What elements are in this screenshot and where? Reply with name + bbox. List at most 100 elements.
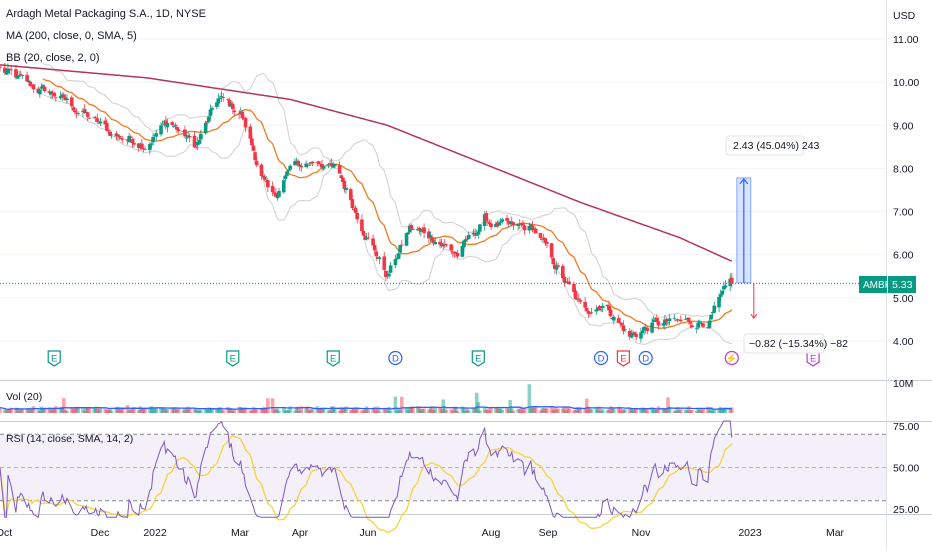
candle-body (184, 137, 189, 139)
volume-bar (474, 392, 479, 413)
volume-bar (361, 410, 366, 413)
rsi-tick-label: 25.00 (893, 504, 919, 516)
candle-body (28, 81, 33, 86)
candle-body (398, 245, 402, 253)
volume-bar (92, 408, 96, 413)
volume-bar (97, 409, 101, 413)
volume-bar (36, 410, 41, 413)
volume-bar (722, 408, 726, 413)
volume-bar (152, 408, 157, 413)
volume-bar (441, 399, 446, 413)
volume-bar (430, 406, 434, 413)
volume-bar (25, 408, 29, 413)
volume-bar (148, 407, 152, 413)
event-circle (593, 350, 609, 366)
candle-body (474, 233, 479, 236)
candle-body (594, 309, 599, 312)
volume-bar (26, 407, 31, 413)
volume-bar (103, 408, 108, 413)
volume-bar (283, 410, 288, 413)
measure-down-box[interactable]: −0.82 (−15.34%) −82 (743, 333, 848, 354)
volume-bar (63, 409, 68, 413)
volume-bar (93, 406, 98, 413)
candle-body (576, 298, 581, 300)
volume-bar (597, 406, 602, 413)
bb-legend[interactable]: BB (20, close, 2, 0) (6, 52, 100, 64)
candle-body (219, 96, 224, 98)
candle-body (221, 97, 226, 98)
candle-body (149, 143, 154, 145)
volume-bar (352, 407, 356, 413)
volume-bar (495, 407, 500, 413)
time-tick-label: Dec (91, 527, 110, 539)
time-tick-label: Mar (231, 527, 250, 539)
volume-bar (344, 406, 348, 413)
volume-bar (666, 397, 670, 413)
time-tick-label: Jun (360, 527, 377, 539)
volume-bar (540, 408, 544, 413)
volume-bar (672, 410, 677, 413)
rsi-legend[interactable]: RSI (14, close, SMA, 14, 2) (6, 433, 133, 445)
volume-bar (643, 409, 648, 413)
measure-up-box[interactable]: 2.43 (45.04%) 243 (725, 135, 820, 156)
price-tick-label: 7.00 (893, 207, 914, 219)
candle-body (250, 138, 254, 146)
volume-bar (404, 407, 409, 413)
volume-bar (701, 407, 705, 413)
volume-bar (385, 410, 390, 413)
candle-body (686, 317, 691, 322)
volume-legend[interactable]: Vol (20) (6, 391, 42, 403)
volume-bar (388, 410, 393, 413)
volume-bar (81, 408, 85, 413)
volume-bar (685, 410, 689, 413)
volume-bar (17, 410, 21, 413)
candle-body (388, 265, 393, 273)
volume-bar (588, 408, 592, 413)
event-marker: E (326, 350, 340, 367)
volume-bar (58, 407, 63, 413)
candle-body (218, 98, 222, 99)
volume-bar (572, 409, 576, 413)
volume-bar (305, 406, 310, 413)
candle-body (208, 109, 213, 116)
candle-body (505, 218, 509, 221)
candle-body (430, 236, 434, 241)
volume-bar (173, 408, 178, 413)
candle-body (664, 318, 669, 322)
measure-tool[interactable] (736, 177, 758, 319)
candle-body (663, 319, 667, 326)
volume-bar (192, 409, 197, 413)
candle-body (254, 160, 259, 166)
candle-body (466, 234, 471, 239)
volume-bar (583, 408, 587, 413)
volume-bar (376, 406, 380, 413)
candle-body (26, 80, 31, 83)
price-tick-label: 5.00 (893, 293, 914, 305)
candle-body (522, 225, 527, 231)
time-tick-label: Oct (0, 527, 12, 539)
volume-bar (411, 406, 415, 413)
volume-bar (478, 410, 482, 413)
candle-body (717, 297, 721, 308)
volume-bar (304, 407, 308, 413)
candle-body (54, 97, 58, 99)
event-markers[interactable]: E E E D E D E D ⚡ E (47, 350, 820, 367)
candle-body (270, 186, 275, 193)
candle-body (117, 135, 122, 138)
rsi-line (0, 420, 733, 519)
ticker-badge[interactable]: AMBP 5.33 (859, 276, 916, 293)
candle-body (339, 175, 343, 178)
volume-bar (127, 410, 131, 413)
candle-body (261, 175, 265, 178)
candle-body (607, 305, 611, 311)
volume-bar (371, 408, 375, 413)
candle-body (165, 123, 170, 128)
price-grid (0, 38, 886, 342)
event-label: ⚡ (726, 353, 738, 365)
volume-bar (645, 409, 650, 413)
candle-body (500, 219, 505, 222)
candle-body (119, 138, 123, 139)
ma-legend[interactable]: MA (200, close, 0, SMA, 5) (6, 30, 137, 42)
